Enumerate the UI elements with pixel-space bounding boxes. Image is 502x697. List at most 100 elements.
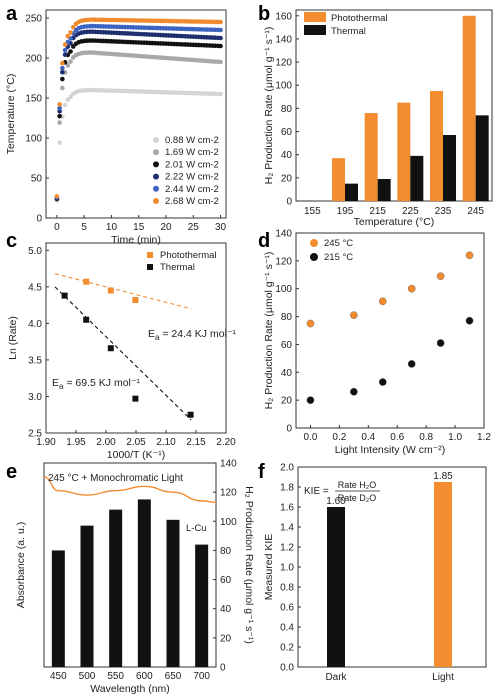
panel-a-chart: 0 5 10 15 20 25 30 0 50 100 150 200 250 Time (min) Tem… bbox=[5, 9, 227, 246]
data-point-2-68-w-cm-2 bbox=[218, 19, 223, 25]
y-tick-label: 120 bbox=[275, 58, 292, 69]
panel-letter-b: b bbox=[258, 3, 270, 25]
legend-marker bbox=[153, 173, 159, 180]
data-point-2-01-w-cm-2 bbox=[218, 43, 223, 49]
panel-f-chart: 0.0 0.2 0.4 0.6 0.8 1.0 1.2 1.4 1.6 1.8 2.0 1.60 Dar… bbox=[263, 463, 487, 683]
chart-title: 245 °C + Monochromatic Light bbox=[48, 473, 183, 484]
x-tick-label: 700 bbox=[193, 671, 210, 682]
x-tick-label: 650 bbox=[165, 671, 182, 682]
data-point-1 bbox=[436, 339, 445, 347]
panel-letter-d: d bbox=[258, 230, 270, 252]
data-point-0 bbox=[378, 297, 387, 306]
x-tick-label: 25 bbox=[188, 222, 200, 233]
legend-label: Photothermal bbox=[331, 13, 388, 24]
data-point-2-44-w-cm-2 bbox=[57, 105, 62, 111]
data-point-0 bbox=[350, 311, 358, 319]
data-point-2-68-w-cm-2 bbox=[68, 30, 73, 35]
x-tick-label: 0 bbox=[54, 222, 60, 233]
bar-thermal-235 bbox=[443, 135, 456, 201]
y-tick-label-right: 120 bbox=[220, 488, 237, 499]
y-tick-label: 0.4 bbox=[280, 623, 294, 634]
y-tick-label: 1.0 bbox=[280, 563, 294, 574]
formula-denominator: Rate D₂O bbox=[338, 493, 377, 503]
data-point-0-88-w-cm-2 bbox=[62, 102, 68, 108]
x-tick-label: 235 bbox=[435, 206, 452, 217]
data-point-0 bbox=[465, 251, 474, 260]
y-tick-label: 3.0 bbox=[28, 392, 42, 403]
y-tick-label: 0.0 bbox=[280, 663, 294, 674]
bar-photothermal-225 bbox=[397, 102, 411, 201]
panel-d-chart: 0.0 0.2 0.4 0.6 0.8 1.0 1.2 0 20 40 60 80 100 120 140 L… bbox=[263, 229, 491, 457]
ea-subscript: a bbox=[59, 382, 64, 391]
y-tick-label: 100 bbox=[275, 81, 292, 92]
y-tick-label: 160 bbox=[275, 11, 292, 22]
x-tick-label: 155 bbox=[304, 206, 321, 217]
data-point-1 bbox=[407, 360, 416, 368]
data-point-thermal bbox=[132, 395, 139, 402]
plot-frame bbox=[43, 462, 217, 668]
y-tick-label-right: 100 bbox=[220, 517, 237, 528]
data-point-1-69-w-cm-2 bbox=[65, 63, 71, 68]
y-tick-label-right: 140 bbox=[220, 459, 237, 470]
data-point-2-44-w-cm-2 bbox=[218, 27, 223, 33]
fit-line-photothermal bbox=[54, 273, 192, 310]
data-point-1-69-w-cm-2 bbox=[60, 85, 65, 91]
data-point-0-88-w-cm-2 bbox=[57, 140, 62, 145]
y-tick-label: 60 bbox=[281, 340, 293, 351]
y-tick-label: 4.5 bbox=[28, 282, 42, 293]
legend-marker bbox=[147, 252, 153, 258]
absorbance-curve bbox=[43, 476, 217, 504]
y-tick-label: 40 bbox=[281, 150, 293, 161]
x-tick-label: Dark bbox=[325, 672, 347, 683]
x-tick-label: 450 bbox=[50, 671, 67, 682]
bar-value-label: 1.85 bbox=[433, 471, 453, 482]
data-point-1-69-w-cm-2 bbox=[57, 120, 62, 125]
x-tick-label: 1.0 bbox=[448, 432, 462, 443]
x-tick-label: 0.2 bbox=[332, 432, 346, 443]
y-tick-label: 20 bbox=[281, 396, 293, 407]
x-tick-label: 500 bbox=[79, 671, 96, 682]
legend-marker bbox=[153, 137, 159, 143]
y-tick-label-right: 80 bbox=[220, 546, 232, 557]
y-tick-label: 1.2 bbox=[280, 543, 294, 554]
x-axis-label: Temperature (°C) bbox=[354, 216, 435, 228]
data-point-1-69-w-cm-2 bbox=[218, 59, 223, 65]
y-tick-label: 50 bbox=[31, 174, 43, 185]
x-tick-label: Light bbox=[432, 672, 454, 683]
data-point-0 bbox=[436, 272, 445, 280]
panel-letter-a: a bbox=[6, 3, 18, 25]
legend-marker bbox=[153, 198, 159, 204]
y-tick-label: 100 bbox=[25, 134, 42, 145]
y-tick-label: 0 bbox=[36, 214, 42, 225]
data-point-2-22-w-cm-2 bbox=[218, 35, 223, 41]
data-point-thermal bbox=[107, 345, 114, 352]
formula-numerator: Rate H₂O bbox=[338, 480, 377, 490]
y-axis-label: H₂ Production Rate (μmol g⁻¹ s⁻¹) bbox=[263, 252, 275, 410]
legend-label: 0.88 W cm-2 bbox=[165, 135, 219, 146]
y-tick-label: 40 bbox=[281, 368, 293, 379]
legend-label: 215 °C bbox=[324, 252, 353, 263]
y-axis-label-left: Absorbance (a. u.) bbox=[15, 522, 27, 608]
x-tick-label: 0.0 bbox=[304, 432, 318, 443]
data-point-2-68-w-cm-2 bbox=[70, 24, 76, 30]
bar-photothermal-245 bbox=[462, 15, 476, 202]
panel-letter-f: f bbox=[258, 461, 265, 483]
bar-500nm bbox=[80, 525, 94, 667]
bar-550nm bbox=[109, 509, 123, 667]
y-tick-label: 100 bbox=[275, 284, 292, 295]
data-point-thermal bbox=[83, 316, 90, 323]
data-point-2-68-w-cm-2 bbox=[62, 42, 68, 47]
data-point-photothermal bbox=[83, 278, 90, 285]
data-point-photothermal bbox=[107, 287, 114, 294]
bar-600nm bbox=[137, 499, 151, 667]
y-tick-label: 150 bbox=[25, 94, 42, 105]
y-tick-label: 4.0 bbox=[28, 319, 42, 330]
x-tick-label: 215 bbox=[369, 206, 386, 217]
y-tick-label-right: 20 bbox=[220, 633, 232, 644]
legend-label: 2.68 W cm-2 bbox=[165, 196, 219, 207]
y-tick-label: 0.2 bbox=[280, 643, 294, 654]
y-axis-label: H₂ Production Rate (μmol g⁻¹ s⁻¹) bbox=[263, 27, 275, 185]
formula-lhs: KIE = bbox=[304, 486, 329, 497]
bar-thermal-245 bbox=[475, 115, 489, 201]
bar-700nm bbox=[195, 544, 209, 667]
